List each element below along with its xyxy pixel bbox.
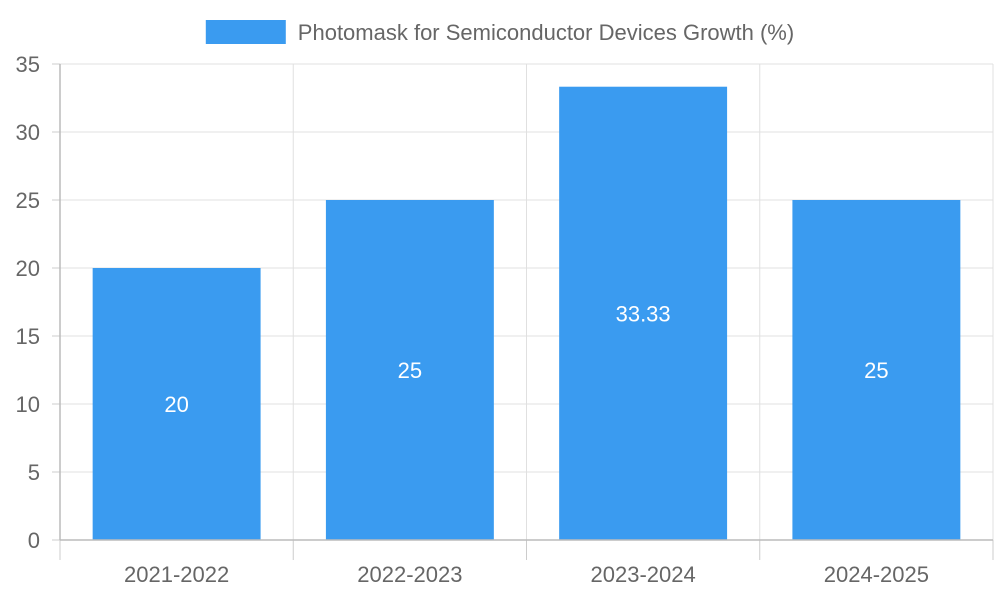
y-tick-label: 10	[16, 392, 40, 417]
x-tick-label: 2022-2023	[357, 562, 462, 587]
legend[interactable]: Photomask for Semiconductor Devices Grow…	[205, 20, 794, 45]
bars: 20 25 33.33 25	[92, 86, 961, 540]
y-tick-label: 5	[28, 460, 40, 485]
legend-swatch[interactable]	[205, 20, 286, 44]
y-tick-label: 0	[28, 528, 40, 553]
bar[interactable]	[92, 268, 261, 540]
x-tick-label: 2021-2022	[124, 562, 229, 587]
x-tick-label: 2023-2024	[591, 562, 696, 587]
legend-label[interactable]: Photomask for Semiconductor Devices Grow…	[298, 20, 794, 45]
bar[interactable]	[325, 200, 494, 540]
bar-value-label: 25	[398, 358, 422, 383]
bar[interactable]	[792, 200, 961, 540]
x-tick-label: 2024-2025	[824, 562, 929, 587]
bar-value-label: 33.33	[616, 301, 671, 326]
y-tick-label: 15	[16, 324, 40, 349]
y-tick-label: 35	[16, 52, 40, 77]
bar[interactable]	[559, 86, 728, 540]
axes: 0 5 10 15 20 25 30 35 2021-2022 2022-2023 2023-202…	[16, 52, 994, 587]
bar-value-label: 20	[164, 392, 188, 417]
bar-value-label: 25	[864, 358, 888, 383]
y-tick-label: 30	[16, 120, 40, 145]
y-tick-label: 25	[16, 188, 40, 213]
y-tick-label: 20	[16, 256, 40, 281]
